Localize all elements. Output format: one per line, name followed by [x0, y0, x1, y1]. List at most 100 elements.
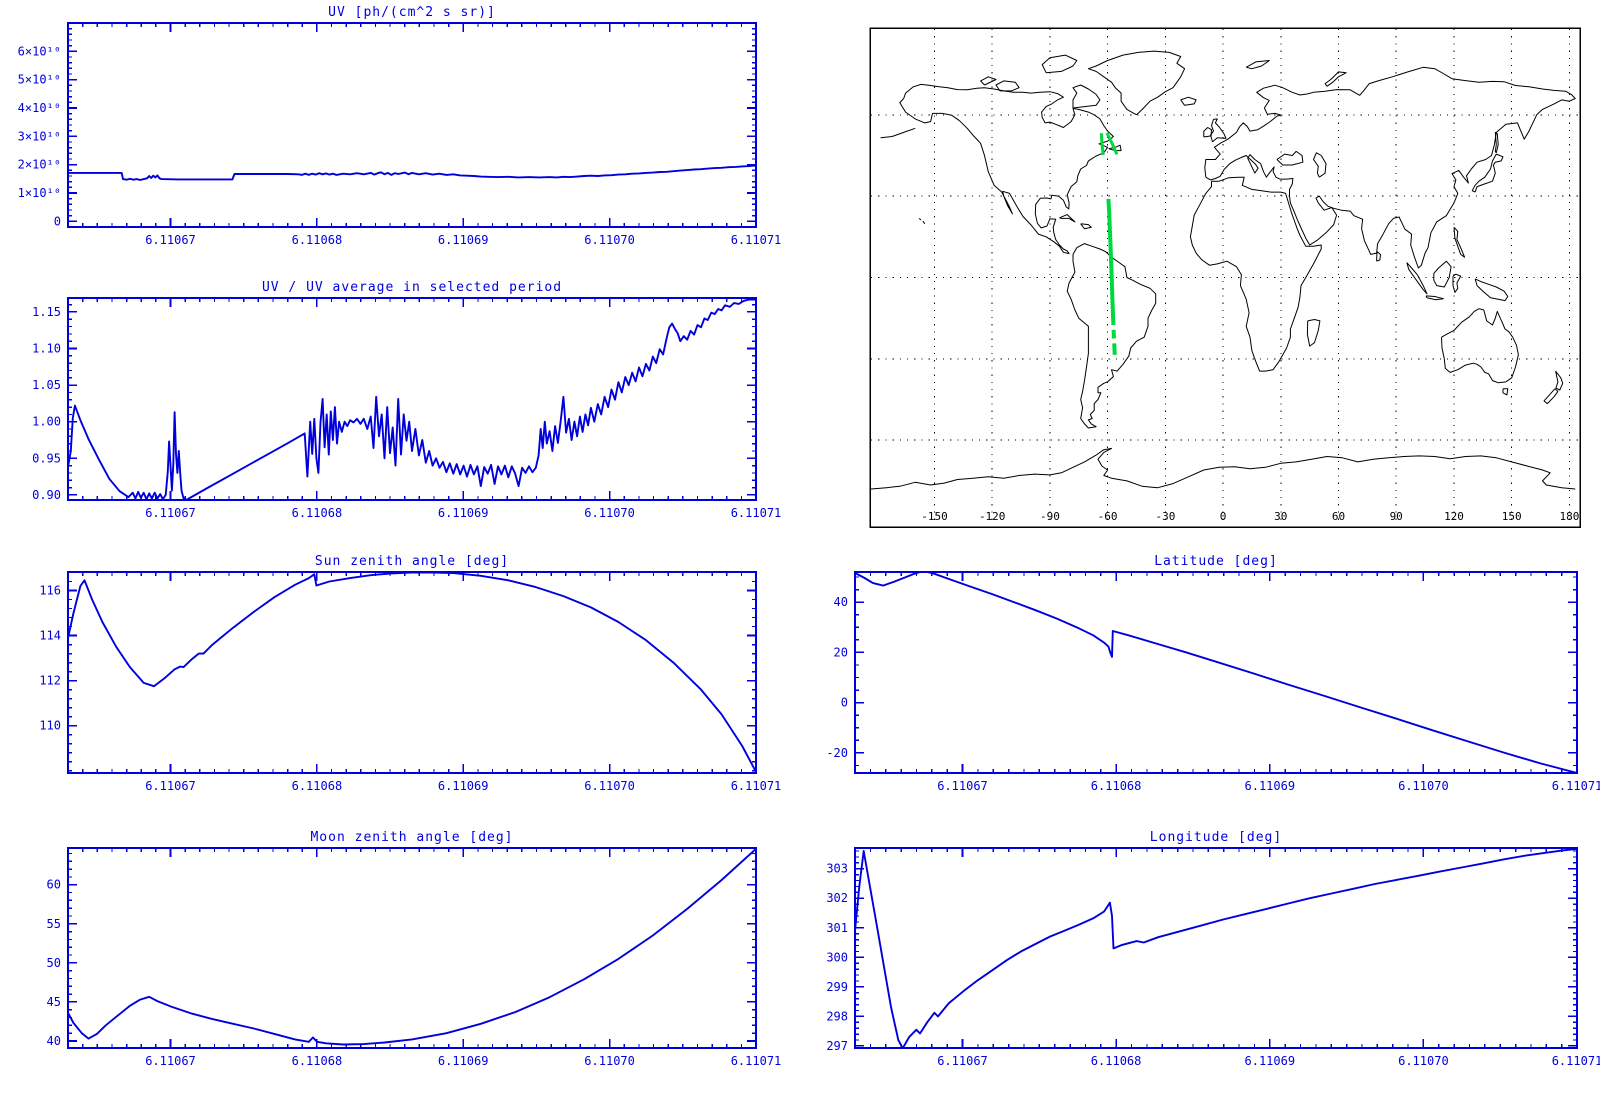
coastline: [1452, 273, 1462, 293]
map-tick-label: 180: [1559, 510, 1579, 523]
data-line: [855, 848, 1577, 1048]
map-tick-label: -90: [1040, 510, 1060, 523]
data-line: [68, 572, 756, 773]
x-tick-label: 6.11067: [937, 779, 988, 793]
coastline: [995, 80, 1020, 92]
plot-title: Moon zenith angle [deg]: [310, 830, 513, 845]
coastline: [1474, 278, 1509, 302]
coastline: [1087, 50, 1186, 116]
data-line: [68, 164, 756, 181]
x-tick-label: 6.11068: [292, 506, 343, 520]
x-tick-label: 6.11067: [145, 506, 196, 520]
x-tick-label: 6.11071: [731, 1054, 782, 1068]
coastline: [1502, 388, 1509, 396]
y-tick-label: 0: [54, 214, 61, 228]
plot-frame: [67, 847, 757, 1049]
coastline: [870, 447, 1576, 490]
y-tick-label: 301: [826, 921, 848, 935]
x-tick-label: 6.11070: [584, 233, 635, 247]
y-tick-label: 0.95: [32, 451, 61, 465]
y-tick-label: 6×10¹⁰: [18, 44, 61, 58]
plot-title: UV [ph/(cm^2 s sr)]: [328, 5, 496, 20]
y-tick-label: 40: [834, 595, 848, 609]
y-tick-label: 300: [826, 950, 848, 964]
y-tick-label: 60: [47, 878, 61, 892]
x-tick-label: 6.11068: [1091, 1054, 1142, 1068]
x-tick-label: 6.11070: [1398, 779, 1449, 793]
uv-plot: UV [ph/(cm^2 s sr)] 6.11067 6.11068 6.11069…: [18, 5, 782, 247]
y-tick-label: -20: [826, 746, 848, 760]
coastline: [1376, 251, 1381, 262]
ground-track-segment: [1106, 198, 1116, 326]
map-tick-label: 60: [1332, 510, 1345, 523]
longitude-plot: Longitude [deg] 6.11067 6.11068 6.11069 6.11…: [826, 830, 1600, 1068]
coastline: [1306, 319, 1321, 347]
world-map: -150 -120 -90 -60 -30 0 30 60 90 120 150 180: [869, 27, 1581, 528]
x-tick-label: 6.11068: [292, 779, 343, 793]
map-tick-label: -30: [1155, 510, 1175, 523]
coastline: [1324, 71, 1347, 87]
x-tick-label: 6.11070: [584, 779, 635, 793]
x-tick-label: 6.11069: [1245, 779, 1296, 793]
x-tick-label: 6.11070: [1398, 1054, 1449, 1068]
coastline: [1406, 262, 1428, 295]
x-tick-label: 6.11071: [731, 233, 782, 247]
coastline: [1425, 295, 1444, 301]
y-tick-label: 116: [39, 584, 61, 598]
x-tick-label: 6.11071: [731, 779, 782, 793]
x-tick-label: 6.11071: [1552, 1054, 1600, 1068]
coastline: [980, 76, 997, 86]
y-tick-label: 302: [826, 891, 848, 905]
map-tick-label: 120: [1444, 510, 1464, 523]
map-frame: [869, 27, 1581, 528]
data-line: [68, 848, 756, 1046]
x-tick-label: 6.11071: [1552, 779, 1600, 793]
x-tick-label: 6.11068: [1091, 779, 1142, 793]
x-tick-label: 6.11068: [292, 233, 343, 247]
x-tick-label: 6.11069: [438, 506, 489, 520]
data-line: [68, 298, 756, 500]
plot-title: UV / UV average in selected period: [262, 280, 562, 295]
y-tick-label: 20: [834, 645, 848, 659]
y-tick-label: 45: [47, 995, 61, 1009]
coastline: [880, 127, 916, 139]
x-tick-label: 6.11071: [731, 506, 782, 520]
y-tick-label: 0: [841, 696, 848, 710]
y-tick-label: 1.00: [32, 415, 61, 429]
plot-title: Longitude [deg]: [1150, 830, 1282, 845]
coastline: [1203, 127, 1212, 138]
coastline: [918, 218, 922, 221]
y-tick-label: 298: [826, 1009, 848, 1023]
plot-frame: [67, 22, 757, 228]
latitude-plot: Latitude [deg] 6.11067 6.11068 6.11069 6.110…: [826, 554, 1600, 793]
x-tick-label: 6.11069: [438, 1054, 489, 1068]
coastline: [1453, 226, 1466, 258]
coastline: [1433, 260, 1452, 288]
plot-title: Sun zenith angle [deg]: [315, 554, 509, 569]
coastline: [1543, 388, 1559, 405]
map-tick-label: 0: [1220, 510, 1227, 523]
map-tick-label: 90: [1390, 510, 1403, 523]
plot-frame: [854, 571, 1578, 774]
x-tick-label: 6.11069: [438, 233, 489, 247]
y-tick-label: 1.10: [32, 342, 61, 356]
ground-track-segment: [1099, 133, 1105, 156]
y-tick-label: 0.90: [32, 488, 61, 502]
x-tick-label: 6.11067: [145, 233, 196, 247]
coastline: [1471, 153, 1504, 193]
plot-frame: [67, 297, 757, 501]
moon-zenith-plot: Moon zenith angle [deg] 6.11067 6.11068 6.1…: [47, 830, 782, 1068]
coastline: [899, 83, 1114, 255]
coastline: [1059, 214, 1076, 223]
y-tick-label: 3×10¹⁰: [18, 129, 61, 143]
y-tick-label: 299: [826, 980, 848, 994]
y-tick-label: 110: [39, 719, 61, 733]
y-tick-label: 1×10¹⁰: [18, 186, 61, 200]
map-tick-label: 30: [1274, 510, 1287, 523]
coastline: [1041, 54, 1078, 74]
coastline: [922, 220, 926, 225]
x-tick-label: 6.11069: [1245, 1054, 1296, 1068]
x-tick-label: 6.11067: [937, 1054, 988, 1068]
